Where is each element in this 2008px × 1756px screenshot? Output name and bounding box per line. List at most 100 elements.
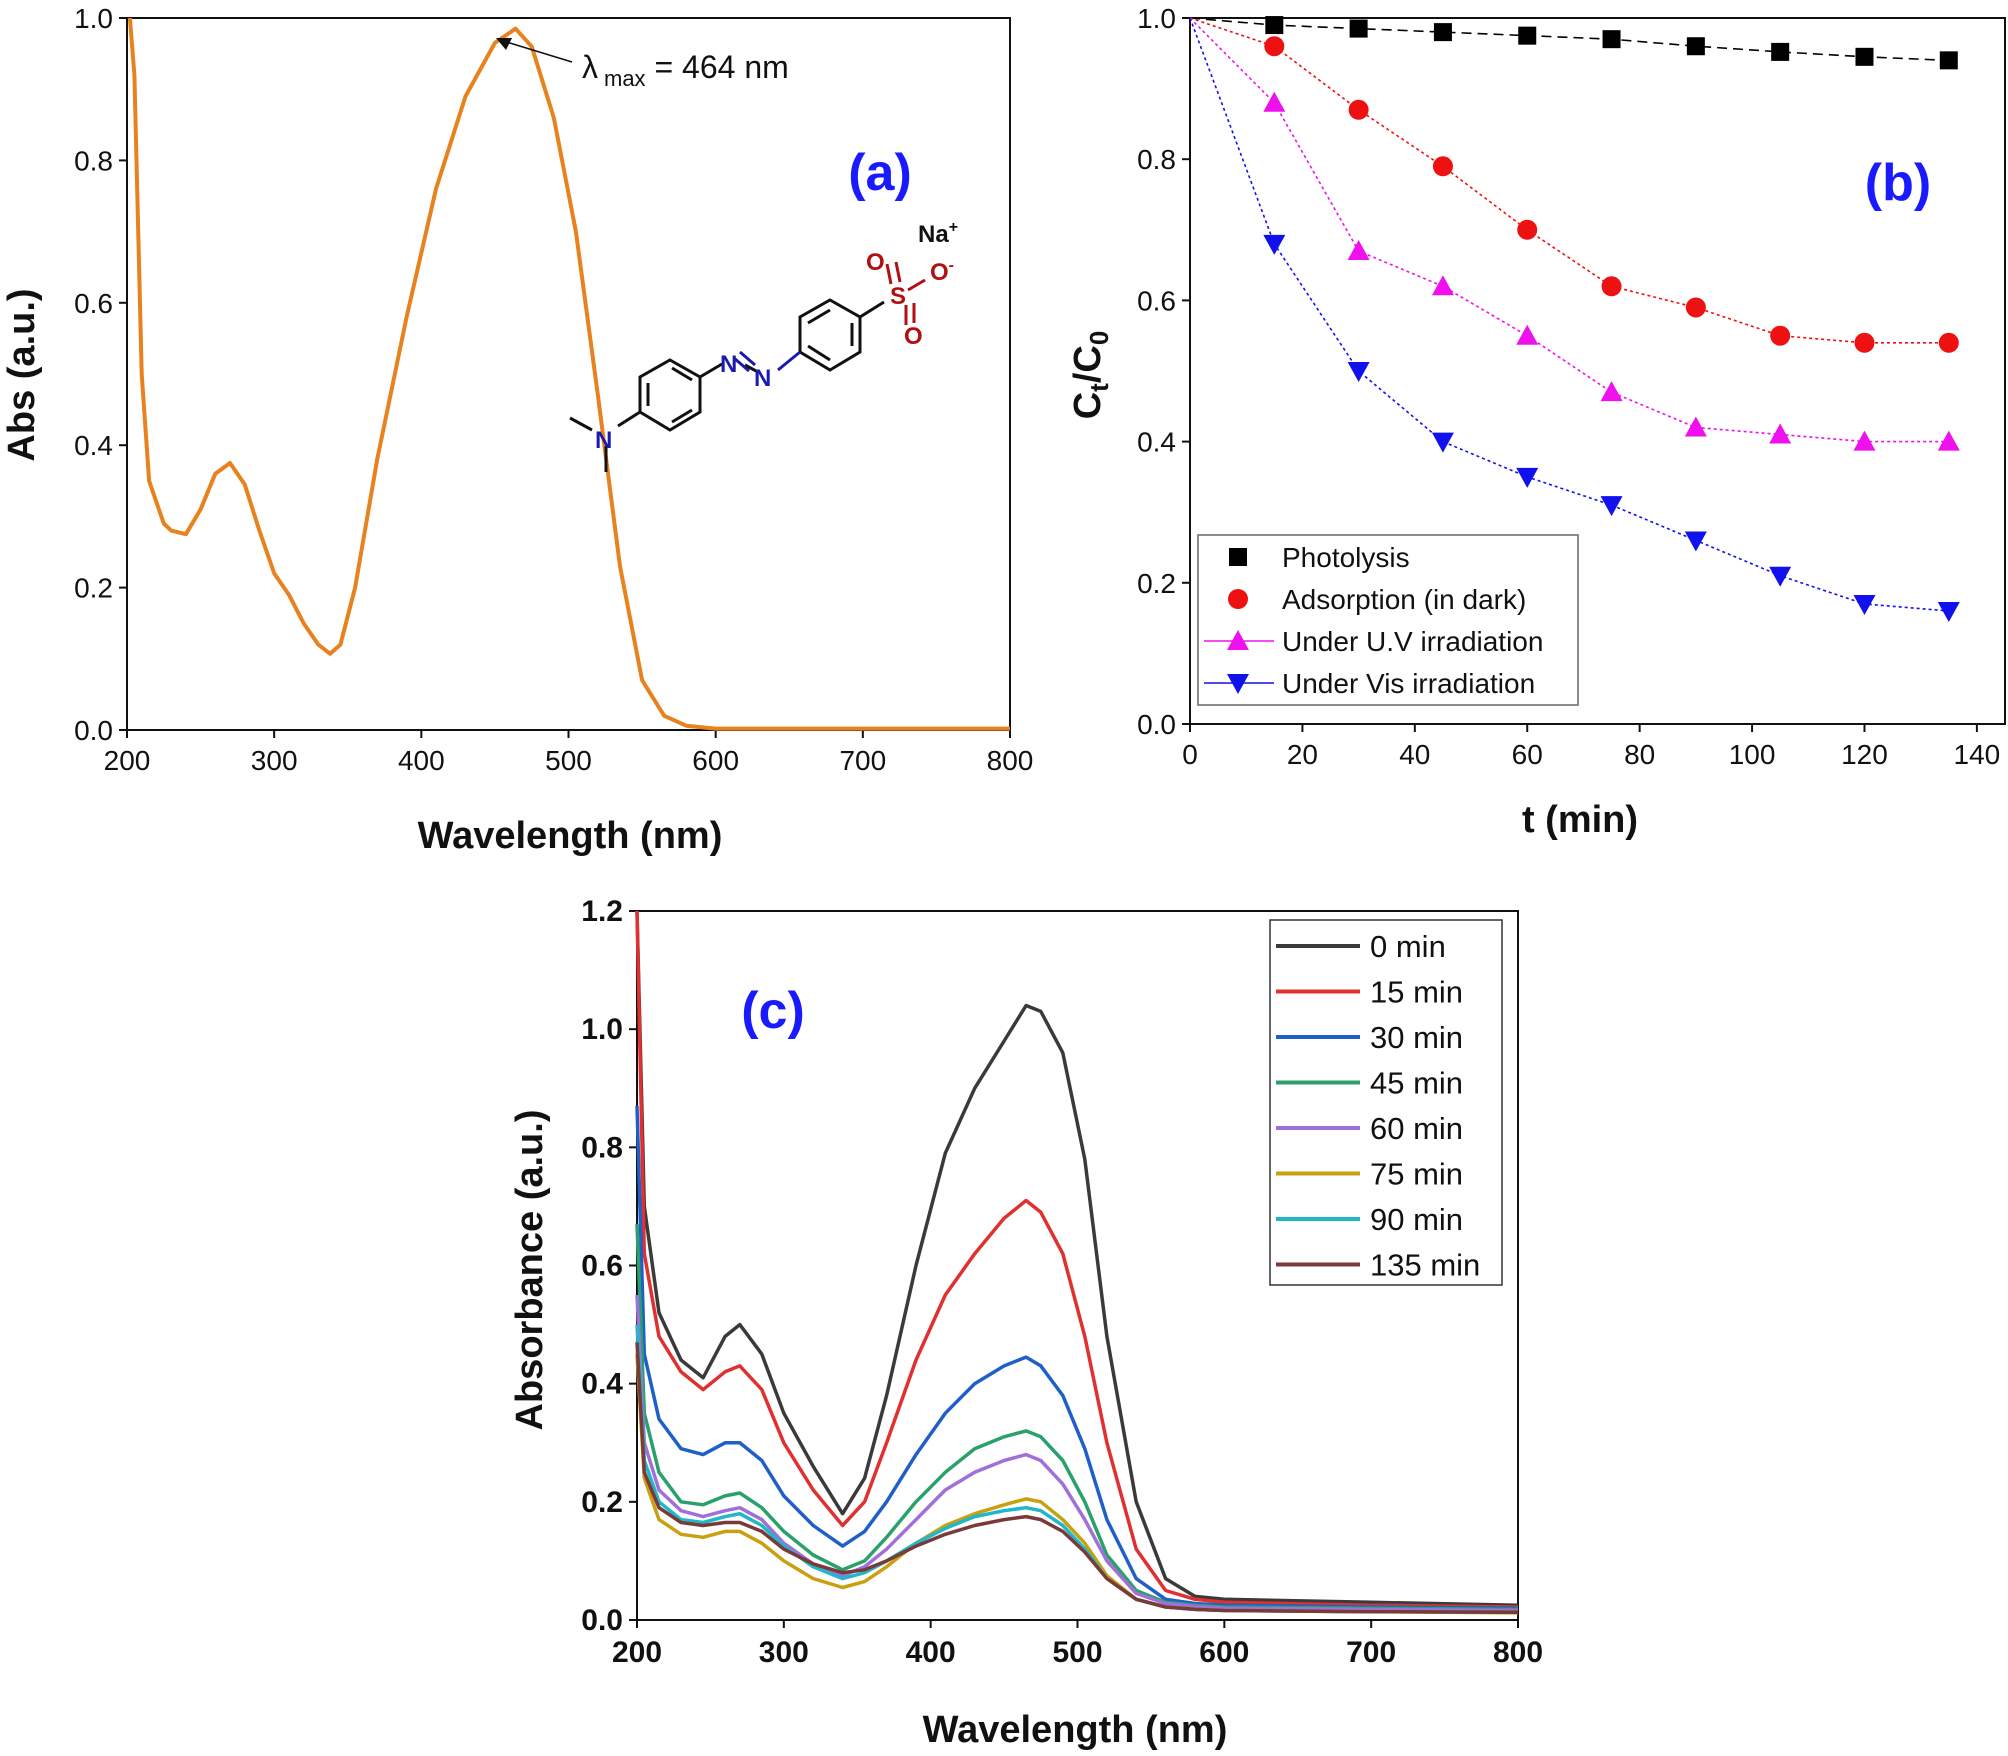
chart-a-plot: 200 300 400 500 600 700 800 0.0 0.2 0.4 0.6 0.8 1.0: [74, 3, 1033, 776]
y-tick-label: 0.4: [1137, 427, 1176, 458]
structure-label-s: S: [890, 283, 906, 310]
x-tick-label: 200: [612, 1636, 662, 1669]
chart-b-plot: 0 20 40 60 80 100 120 140 0.0 0.2 0.4 0.6 0.8 1.0: [1137, 3, 2006, 770]
y-tick-label: 0.2: [581, 1486, 623, 1519]
data-point: [1518, 26, 1537, 45]
data-point: [1769, 423, 1792, 444]
data-point: [1854, 332, 1875, 353]
series-line-0: [635, 910, 1519, 1607]
x-tick-label: 80: [1624, 739, 1655, 770]
y-tick-label: 1.0: [1137, 3, 1176, 34]
y-tick-label: 0.8: [74, 145, 113, 176]
data-point: [1431, 432, 1454, 453]
x-tick-label: 800: [987, 745, 1034, 776]
legend-label: 90 min: [1370, 1202, 1463, 1237]
structure-label-o-minus: O-: [930, 257, 954, 286]
legend-label: 75 min: [1370, 1157, 1463, 1192]
x-tick-label: 40: [1399, 739, 1430, 770]
y-tick-label: 0.8: [1137, 144, 1176, 175]
x-tick-label: 500: [545, 745, 592, 776]
data-point: [1770, 325, 1791, 346]
chart-b-legend: Photolysis Adsorption (in dark) Under U.V …: [1197, 534, 1579, 706]
series-line-6: [635, 1324, 1519, 1615]
y-tick-label: 0.6: [1137, 285, 1176, 316]
chart-b-ylabel: Ct/C0: [1067, 331, 1114, 420]
data-point: [1601, 276, 1622, 297]
data-point: [1771, 42, 1790, 61]
legend-box: [1197, 534, 1579, 706]
structure-label-n-azo2: N: [754, 365, 771, 392]
data-point: [1600, 381, 1623, 402]
y-tick-label: 0.2: [74, 573, 113, 604]
chart-b-panel-label: (b): [1865, 154, 1931, 212]
y-tick-label: 1.0: [74, 3, 113, 34]
y-tick-label: 0.8: [581, 1131, 623, 1164]
y-tick-label: 1.2: [581, 895, 623, 928]
legend-label: 30 min: [1370, 1020, 1463, 1055]
x-tick-label: 20: [1287, 739, 1318, 770]
x-tick-label: 400: [398, 745, 445, 776]
x-tick-label: 100: [1729, 739, 1776, 770]
data-point: [1263, 91, 1286, 112]
methyl-orange-structure: [569, 261, 926, 472]
series-line-0: [127, 17, 1010, 731]
chart-a-panel-label: (a): [848, 144, 912, 202]
data-point: [1517, 219, 1538, 240]
legend-label: 60 min: [1370, 1111, 1463, 1146]
y-tick-label: 0.4: [581, 1368, 623, 1401]
chart-c-panel-label: (c): [741, 982, 805, 1040]
legend-label: Photolysis: [1282, 542, 1410, 573]
structure-label-o1: O: [866, 249, 885, 276]
data-point: [1684, 416, 1707, 437]
x-tick-label: 140: [1954, 739, 2001, 770]
legend-marker: [1227, 674, 1249, 694]
chart-c-plot: 200 300 400 500 600 700 800 0.0 0.2 0.4 0.6 0.8 1.0 1…: [581, 895, 1543, 1669]
data-point: [1432, 156, 1453, 177]
y-tick-label: 0.4: [74, 430, 113, 461]
data-point: [1264, 36, 1285, 57]
chart-c-xlabel: Wavelength (nm): [923, 1709, 1228, 1751]
x-tick-label: 500: [1052, 1636, 1102, 1669]
data-point: [1349, 19, 1368, 38]
data-point: [1939, 51, 1958, 70]
legend-box: [1269, 919, 1503, 1286]
x-tick-label: 300: [251, 745, 298, 776]
legend-marker: [1228, 589, 1248, 609]
legend-label: Adsorption (in dark): [1282, 584, 1526, 615]
y-tick-label: 0.0: [74, 715, 113, 746]
series-line-1: [1189, 17, 1949, 344]
data-point: [1431, 275, 1454, 296]
x-tick-label: 600: [692, 745, 739, 776]
structure-label-n-amine: N: [595, 427, 612, 454]
y-tick-label: 1.0: [581, 1013, 623, 1046]
legend-label: 15 min: [1370, 975, 1463, 1010]
structure-label-n-azo1: N: [720, 351, 737, 378]
data-point: [1685, 297, 1706, 318]
series-line-0: [1189, 17, 1949, 62]
legend-label: 135 min: [1370, 1248, 1480, 1283]
chart-a-ylabel: Abs (a.u.): [1, 288, 43, 461]
data-point: [1684, 531, 1707, 552]
data-point: [1855, 47, 1874, 66]
chart-b-xlabel: t (min): [1522, 799, 1638, 841]
data-point: [1347, 239, 1370, 260]
x-tick-label: 300: [759, 1636, 809, 1669]
x-tick-label: 60: [1512, 739, 1543, 770]
series-line-2: [1189, 17, 1949, 443]
series-line-7: [635, 1342, 1519, 1615]
lambda-value: = 464 nm: [646, 49, 789, 85]
data-point: [1347, 362, 1370, 382]
data-point: [1938, 332, 1959, 353]
data-point: [1516, 467, 1539, 488]
y-tick-label: 0.6: [581, 1250, 623, 1283]
structure-label-o2: O: [904, 323, 923, 350]
chart-c-legend: 0 min 15 min 30 min 45 min 60 min 75 min 90 mi…: [1269, 919, 1503, 1286]
lambda-symbol: λ: [582, 49, 598, 85]
series-line-5: [635, 1353, 1519, 1615]
data-point: [1602, 30, 1621, 49]
x-tick-label: 700: [1346, 1636, 1396, 1669]
legend-label: Under U.V irradiation: [1282, 626, 1543, 657]
data-point: [1769, 566, 1792, 587]
